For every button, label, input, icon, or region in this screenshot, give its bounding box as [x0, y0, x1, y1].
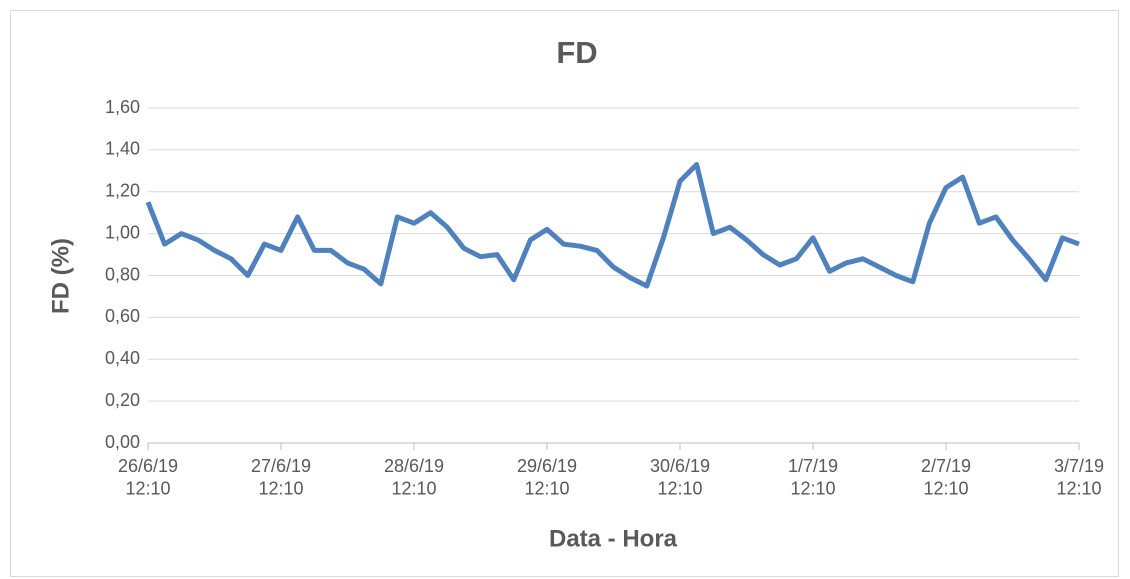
y-tick-label: 0,00 — [105, 432, 140, 452]
y-tick-label: 1,40 — [105, 139, 140, 159]
x-tick-label: 30/6/19 12:10 — [650, 456, 710, 499]
chart-title: FD — [556, 35, 597, 70]
y-tick-label: 0,80 — [105, 264, 140, 284]
y-axis-label: FD (%) — [47, 238, 74, 314]
x-tick-label: 2/7/19 12:10 — [921, 456, 971, 499]
y-tick-label: 1,00 — [105, 222, 140, 242]
x-tick-label: 3/7/19 12:10 — [1054, 456, 1104, 499]
x-tick-label: 27/6/19 12:10 — [251, 456, 311, 499]
data-line — [145, 162, 1080, 289]
y-tick-label: 0,40 — [105, 348, 140, 368]
chart-border — [10, 10, 1119, 577]
x-axis-label: Data - Hora — [549, 525, 678, 552]
y-tick-label: 1,60 — [105, 97, 140, 117]
x-tick-label: 26/6/19 12:10 — [118, 456, 178, 499]
x-tick-label: 29/6/19 12:10 — [517, 456, 577, 499]
y-tick-label: 0,20 — [105, 390, 140, 410]
x-tick-label: 1/7/19 12:10 — [788, 456, 838, 499]
y-tick-label: 0,60 — [105, 306, 140, 326]
y-tick-label: 1,20 — [105, 181, 140, 201]
x-tick-label: 28/6/19 12:10 — [384, 456, 444, 499]
